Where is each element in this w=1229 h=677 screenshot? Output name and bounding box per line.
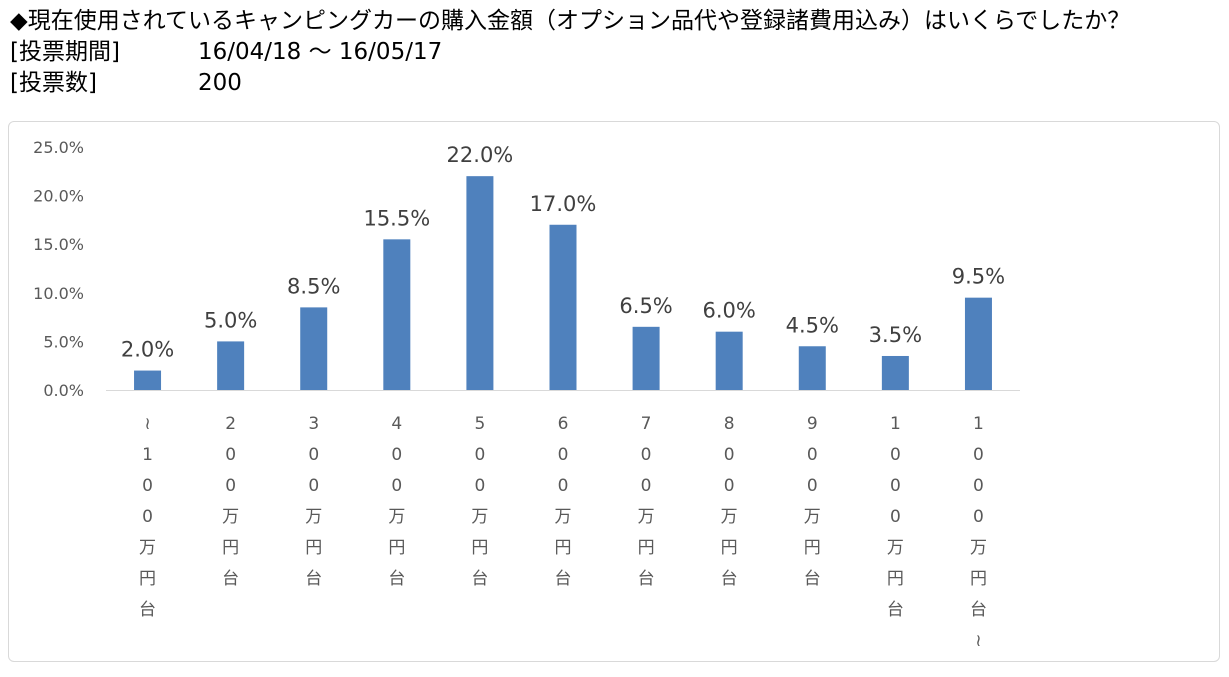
y-tick-label: 0.0% [43,381,84,400]
category-label: ≀ 1 0 0 万円台 [139,414,156,620]
data-label: 6.0% [703,299,756,323]
question-title: ◆現在使用されているキャンピングカーの購入金額（オプション品代や登録諸費用込み）… [10,8,1131,34]
y-tick-label: 5.0% [43,332,84,351]
bar [217,341,245,390]
data-label: 5.0% [204,308,257,332]
bar [798,346,826,390]
bar [466,176,494,390]
category-label: 7 0 0 万円台 [638,414,655,589]
category-label: 1 0 0 0 万円台≀ [970,414,987,651]
vote-count-value: 200 [198,70,242,96]
data-label: 17.0% [530,192,597,216]
vote-count: [投票数] 200 [10,68,1130,99]
y-tick-label: 25.0% [33,138,84,157]
chart-area [8,121,1220,662]
bar [715,331,743,390]
category-label: 3 0 0 万円台 [305,414,322,589]
category-label: 6 0 0 万円台 [555,414,572,589]
data-label: 6.5% [619,294,672,318]
category-label: 1 0 0 0 万円台 [887,414,904,620]
bar [549,224,577,390]
data-label: 2.0% [121,338,174,362]
data-label: 15.5% [363,206,430,230]
data-label: 22.0% [447,143,514,167]
data-label: 8.5% [287,274,340,298]
category-label: 4 0 0 万円台 [388,414,405,589]
vote-count-label: [投票数] [10,70,97,96]
data-label: 9.5% [952,265,1005,289]
header: ◆現在使用されているキャンピングカーの購入金額（オプション品代や登録諸費用込み）… [10,6,1130,99]
data-label: 4.5% [786,313,839,337]
category-label: 5 0 0 万円台 [471,414,488,589]
y-tick-label: 15.0% [33,235,84,254]
voting-period: [投票期間] 16/04/18 ～ 16/05/17 [10,37,1130,68]
category-label: 2 0 0 万円台 [222,414,239,589]
bar [300,307,328,390]
y-tick-label: 10.0% [33,284,84,303]
bar [383,239,411,390]
category-label: 8 0 0 万円台 [721,414,738,589]
category-label: 9 0 0 万円台 [804,414,821,589]
bar [632,326,660,390]
y-tick-label: 20.0% [33,187,84,206]
data-label: 3.5% [869,323,922,347]
voting-period-value: 16/04/18 ～ 16/05/17 [198,39,443,65]
bar [134,370,162,390]
voting-period-label: [投票期間] [10,39,120,65]
bar [964,297,992,390]
bar [881,355,909,390]
